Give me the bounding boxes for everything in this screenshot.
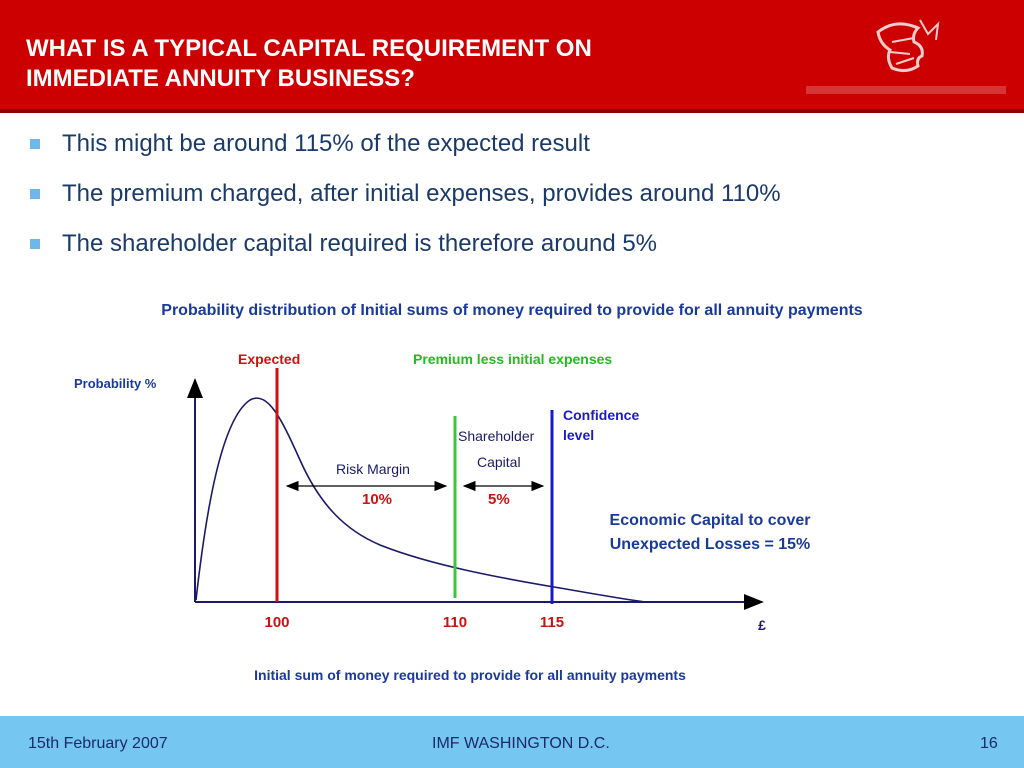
premium-label: Premium less initial expenses xyxy=(413,351,612,367)
bullet-text: This might be around 115% of the expecte… xyxy=(62,130,590,157)
slide-footer: 15th February 2007 IMF WASHINGTON D.C. 1… xyxy=(0,716,1024,768)
bullet-item: The premium charged, after initial expen… xyxy=(30,176,1010,226)
prudential-logo-icon xyxy=(806,19,1006,94)
confidence-label-1: Confidence xyxy=(563,407,639,423)
title-line-1: WHAT IS A TYPICAL CAPITAL REQUIREMENT ON xyxy=(26,35,592,62)
bullet-square-icon xyxy=(30,139,40,149)
shareholder-label-1: Shareholder xyxy=(458,428,535,444)
bullet-text: The premium charged, after initial expen… xyxy=(62,180,781,207)
economic-capital-line-2: Unexpected Losses = 15% xyxy=(610,536,811,553)
footer-event: IMF WASHINGTON D.C. xyxy=(432,735,610,752)
confidence-label-2: level xyxy=(563,427,594,443)
x-axis-title: Initial sum of money required to provide… xyxy=(254,667,686,683)
risk-margin-value: 10% xyxy=(362,491,392,508)
slide-header: WHAT IS A TYPICAL CAPITAL REQUIREMENT ON… xyxy=(0,0,1024,113)
x-tick-label: 115 xyxy=(540,614,564,631)
title-line-2: IMMEDIATE ANNUITY BUSINESS? xyxy=(26,65,415,92)
bullet-list: This might be around 115% of the expecte… xyxy=(30,126,1010,276)
page-number: 16 xyxy=(980,735,998,752)
chart-title: Probability distribution of Initial sums… xyxy=(161,302,863,319)
x-tick-label: 110 xyxy=(443,614,467,631)
bullet-square-icon xyxy=(30,189,40,199)
x-unit-label: £ xyxy=(758,617,766,633)
footer-date: 15th February 2007 xyxy=(28,735,168,752)
bullet-item: The shareholder capital required is ther… xyxy=(30,226,1010,276)
expected-label: Expected xyxy=(238,351,300,367)
slide-title: WHAT IS A TYPICAL CAPITAL REQUIREMENT ON… xyxy=(26,34,746,94)
distribution-curve xyxy=(195,397,646,603)
y-axis-label: Probability % xyxy=(74,376,157,391)
x-tick-label: 100 xyxy=(264,614,289,631)
bullet-square-icon xyxy=(30,239,40,249)
shareholder-value: 5% xyxy=(488,491,510,508)
bullet-text: The shareholder capital required is ther… xyxy=(62,230,658,257)
economic-capital-line-1: Economic Capital to cover xyxy=(610,512,811,529)
risk-margin-label: Risk Margin xyxy=(336,461,410,477)
bullet-item: This might be around 115% of the expecte… xyxy=(30,126,1010,176)
shareholder-label-2: Capital xyxy=(477,454,521,470)
